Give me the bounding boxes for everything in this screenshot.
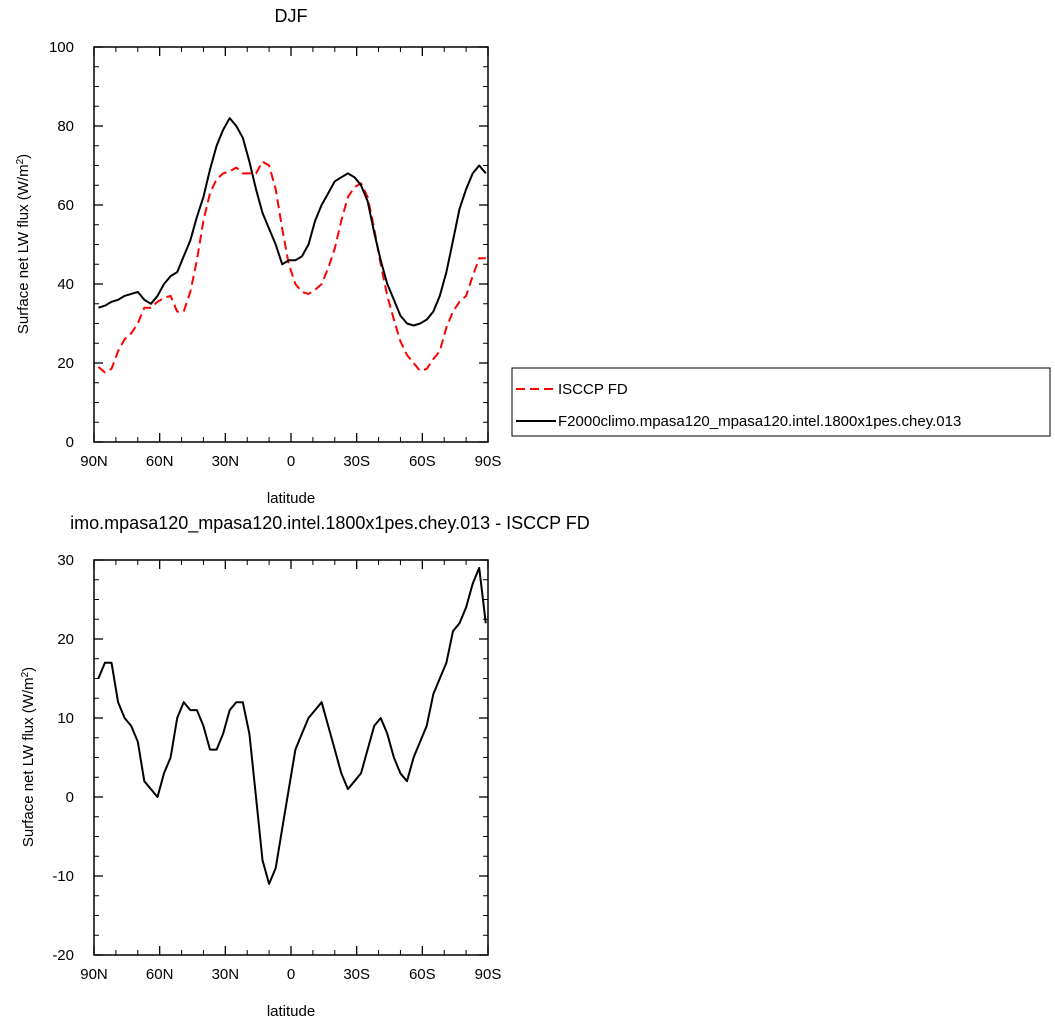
legend-label-model: F2000climo.mpasa120_mpasa120.intel.1800x… — [558, 413, 961, 430]
bottom-x-tick-label: 0 — [287, 966, 295, 983]
bottom-y-tick-label: -20 — [52, 947, 74, 964]
bottom-y-axis-label: Surface net LW flux (W/m2) — [20, 667, 37, 847]
top-x-tick-label: 90N — [80, 453, 108, 470]
bottom-x-tick-label: 90S — [475, 966, 502, 983]
top-y-axis-label-end: ) — [15, 154, 32, 159]
top-series-line-isccp — [97, 160, 486, 374]
top-x-tick-label: 30N — [212, 453, 240, 470]
bottom-x-tick-label: 30S — [343, 966, 370, 983]
legend: ISCCP FD F2000climo.mpasa120_mpasa120.in… — [511, 367, 1051, 437]
top-x-tick-label: 60N — [146, 453, 174, 470]
bottom-plot-frame — [93, 559, 489, 956]
bottom-x-tick-label: 60N — [146, 966, 174, 983]
bottom-y-tick-label: 0 — [66, 789, 74, 806]
top-series — [97, 117, 487, 374]
top-x-tick-label: 60S — [409, 453, 436, 470]
top-y-tick-label: 20 — [57, 355, 74, 372]
top-x-tick-label: 30S — [343, 453, 370, 470]
bottom-x-tick-label: 30N — [212, 966, 240, 983]
top-y-tick-label: 100 — [49, 39, 74, 56]
bottom-ticks: 90N 60N 30N 0 30S 60S 90S -20 -10 0 10 20 30 — [52, 552, 501, 983]
bottom-series — [97, 566, 487, 885]
bottom-y-tick-label: 10 — [57, 710, 74, 727]
top-y-axis-label-sup: 2 — [15, 158, 26, 164]
bottom-panel: imo.mpasa120_mpasa120.intel.1800x1pes.ch… — [20, 513, 590, 1020]
top-series-line-model — [98, 117, 487, 327]
top-y-tick-label: 80 — [57, 118, 74, 135]
bottom-y-tick-label: 30 — [57, 552, 74, 569]
top-y-axis-label: Surface net LW flux (W/m2) — [15, 154, 32, 334]
top-x-tick-label: 90S — [475, 453, 502, 470]
legend-box — [511, 367, 1051, 437]
bottom-y-axis-label-main: Surface net LW flux (W/m — [20, 677, 37, 847]
bottom-x-axis-label: latitude — [267, 1003, 315, 1020]
top-x-tick-label: 0 — [287, 453, 295, 470]
top-y-tick-label: 60 — [57, 197, 74, 214]
top-x-axis-label: latitude — [267, 490, 315, 507]
top-y-tick-label: 0 — [66, 434, 74, 451]
bottom-y-tick-label: -10 — [52, 868, 74, 885]
top-y-tick-label: 40 — [57, 276, 74, 293]
top-chart-title: DJF — [275, 6, 308, 26]
bottom-chart-title: imo.mpasa120_mpasa120.intel.1800x1pes.ch… — [70, 513, 590, 534]
bottom-y-axis-label-end: ) — [20, 667, 37, 672]
legend-label-isccp: ISCCP FD — [558, 381, 628, 398]
bottom-series-line-model — [97, 566, 487, 885]
bottom-y-axis-label-sup: 2 — [20, 671, 31, 677]
top-plot-frame — [93, 46, 489, 443]
bottom-y-tick-label: 20 — [57, 631, 74, 648]
top-y-axis-label-main: Surface net LW flux (W/m — [15, 164, 32, 334]
top-ticks: 90N 60N 30N 0 30S 60S 90S 0 20 40 60 80 100 — [49, 39, 501, 470]
top-panel: DJF 90N 60N 30N 0 30S 60S 90S 0 20 40 60 80 100 lati… — [15, 6, 1051, 507]
bottom-x-tick-label: 90N — [80, 966, 108, 983]
bottom-x-tick-label: 60S — [409, 966, 436, 983]
